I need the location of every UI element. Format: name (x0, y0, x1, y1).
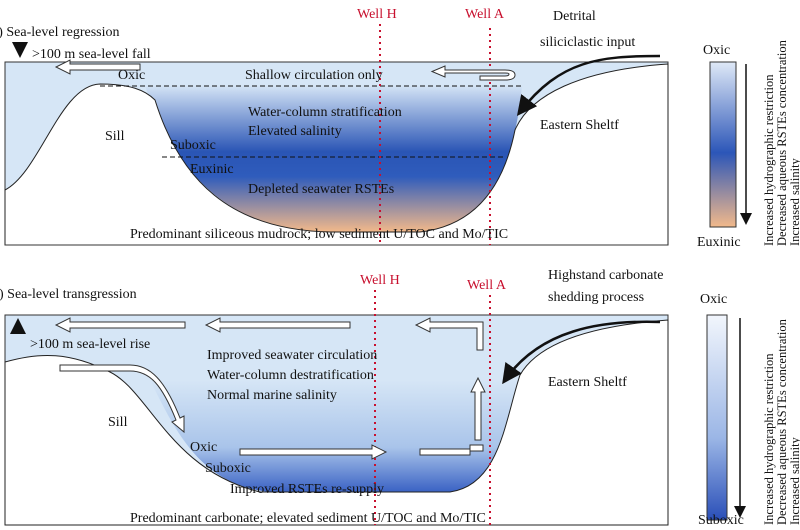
water-label: Elevated salinity (248, 124, 342, 139)
trend-label: Decreased aqueous RSTEs concentration (775, 318, 789, 525)
panel-title: a) Sea-level regression (0, 25, 120, 40)
shelf-label: Eastern Sheltf (548, 375, 627, 390)
legend-label: Oxic (700, 292, 727, 307)
trend-label: Decreased aqueous RSTEs concentration (775, 39, 789, 246)
legend-label: Euxinic (697, 235, 741, 250)
redox-label: Oxic (190, 440, 217, 455)
flow-arrow (54, 317, 186, 333)
legend-label: Suboxic (698, 513, 744, 528)
flow-arrow (470, 376, 486, 441)
water-label: Water-column stratification (248, 105, 402, 120)
basin-water (150, 380, 525, 492)
input-label: shedding process (548, 290, 644, 305)
sea-level: >100 m sea-level fall (32, 47, 151, 62)
shelf-label: Eastern Sheltf (540, 118, 619, 133)
redox-label: Oxic (118, 68, 145, 83)
trend-label: Increased hydrographic restriction (762, 353, 776, 525)
flow-arrow (59, 364, 185, 434)
sill-label: Sill (105, 129, 125, 144)
well-label: Well H (357, 7, 397, 22)
flow-arrow (239, 444, 388, 460)
trend-label: Increased salinity (788, 436, 800, 525)
panel-a: a) Sea-level regression >100 m sea-level… (0, 7, 800, 250)
input-arrow (502, 320, 661, 385)
seafloor (4, 63, 669, 246)
rste-label: Improved RSTEs re-supply (230, 482, 384, 497)
trend-label: Increased hydrographic restriction (762, 74, 776, 246)
well-label: Well A (465, 7, 505, 22)
input-label: siliciclastic input (540, 35, 635, 50)
water-label: Improved seawater circulation (207, 348, 377, 363)
rste-label: Depleted seawater RSTEs (248, 182, 394, 197)
well-label: Well H (360, 273, 400, 288)
input-label: Highstand carbonate (548, 268, 663, 283)
legend-bar (706, 314, 728, 521)
redox-label: Euxinic (190, 162, 234, 177)
water-label: Water-column destratification (207, 368, 374, 383)
legend-label: Oxic (703, 43, 730, 58)
flow-arrow (430, 65, 516, 81)
sediment-label: Predominant carbonate; elevated sediment… (130, 511, 486, 526)
flow-arrow (414, 317, 484, 351)
redox-label: Suboxic (170, 138, 216, 153)
input-arrow (516, 54, 661, 116)
legend-bar (709, 61, 737, 228)
sediment-label: Predominant siliceous mudrock; low sedim… (130, 227, 508, 242)
input-label: Detrital (553, 9, 596, 24)
sea-level: >100 m sea-level rise (30, 337, 150, 352)
basin-water (145, 86, 522, 232)
sill-label: Sill (108, 415, 128, 430)
circulation-label: Shallow circulation only (245, 68, 383, 83)
panel-b: b) Sea-level transgression >100 m sea-le… (0, 268, 800, 528)
panel-title: b) Sea-level transgression (0, 287, 137, 302)
flow-arrow (54, 59, 141, 75)
water-label: Normal marine salinity (207, 388, 337, 403)
redox-label: Suboxic (205, 461, 251, 476)
flow-arrow (204, 317, 351, 333)
trend-label: Increased salinity (788, 157, 800, 246)
well-label: Well A (467, 278, 507, 293)
